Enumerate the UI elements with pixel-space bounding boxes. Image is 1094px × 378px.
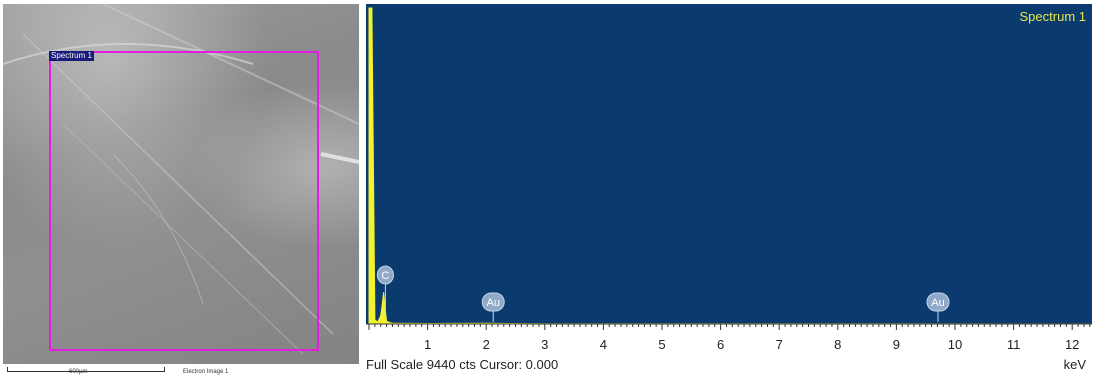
x-tick-label: 1 bbox=[424, 337, 431, 352]
x-axis-tick-labels: 1 2 3 4 5 6 7 8 9 10 11 12 bbox=[424, 337, 1079, 352]
x-tick-label: 5 bbox=[658, 337, 665, 352]
spectrum-region-box[interactable] bbox=[49, 51, 319, 351]
micrograph-texture bbox=[3, 4, 359, 355]
peak-badge bbox=[926, 292, 950, 312]
scale-bar bbox=[7, 367, 165, 372]
x-tick-label: 3 bbox=[541, 337, 548, 352]
plot-background bbox=[366, 4, 1092, 324]
x-tick-label: 6 bbox=[717, 337, 724, 352]
eds-spectrum-panel: 1 2 3 4 5 6 7 8 9 10 11 12 C Au Au Spectrum 1 Full Sc… bbox=[366, 4, 1092, 378]
x-tick-label: 4 bbox=[600, 337, 607, 352]
x-tick-label: 9 bbox=[893, 337, 900, 352]
spectrum-status-text: Full Scale 9440 cts Cursor: 0.000 bbox=[366, 357, 559, 372]
sem-panel: Spectrum 1 600µm Electron Image 1 bbox=[3, 4, 359, 378]
x-tick-label: 2 bbox=[483, 337, 490, 352]
image-caption: Electron Image 1 bbox=[183, 369, 229, 375]
spectrum-title: Spectrum 1 bbox=[1019, 9, 1086, 24]
x-tick-label: 8 bbox=[834, 337, 841, 352]
peak-badge bbox=[481, 292, 505, 312]
peak-element-symbol: C bbox=[381, 270, 389, 282]
x-tick-label: 7 bbox=[776, 337, 783, 352]
x-tick-label: 11 bbox=[1007, 337, 1021, 352]
x-axis-ticks bbox=[368, 324, 1091, 330]
peak-annotations: C Au Au bbox=[376, 265, 950, 322]
peak-badge bbox=[376, 265, 394, 285]
micrograph-footer: 600µm Electron Image 1 bbox=[3, 364, 359, 378]
peak-label-c: C bbox=[376, 265, 394, 322]
x-tick-label: 12 bbox=[1065, 337, 1079, 352]
electron-micrograph: Spectrum 1 bbox=[3, 4, 359, 364]
peak-label-au: Au bbox=[481, 292, 505, 322]
x-tick-label: 10 bbox=[948, 337, 962, 352]
peak-label-au: Au bbox=[926, 292, 950, 322]
x-axis-unit-label: keV bbox=[1063, 357, 1086, 372]
spectrum-region-label: Spectrum 1 bbox=[49, 51, 94, 61]
scale-bar-label: 600µm bbox=[69, 369, 88, 375]
peak-element-symbol: Au bbox=[486, 297, 499, 309]
peak-element-symbol: Au bbox=[931, 297, 944, 309]
spectrum-chart[interactable]: 1 2 3 4 5 6 7 8 9 10 11 12 CAu Au bbox=[366, 4, 1092, 378]
